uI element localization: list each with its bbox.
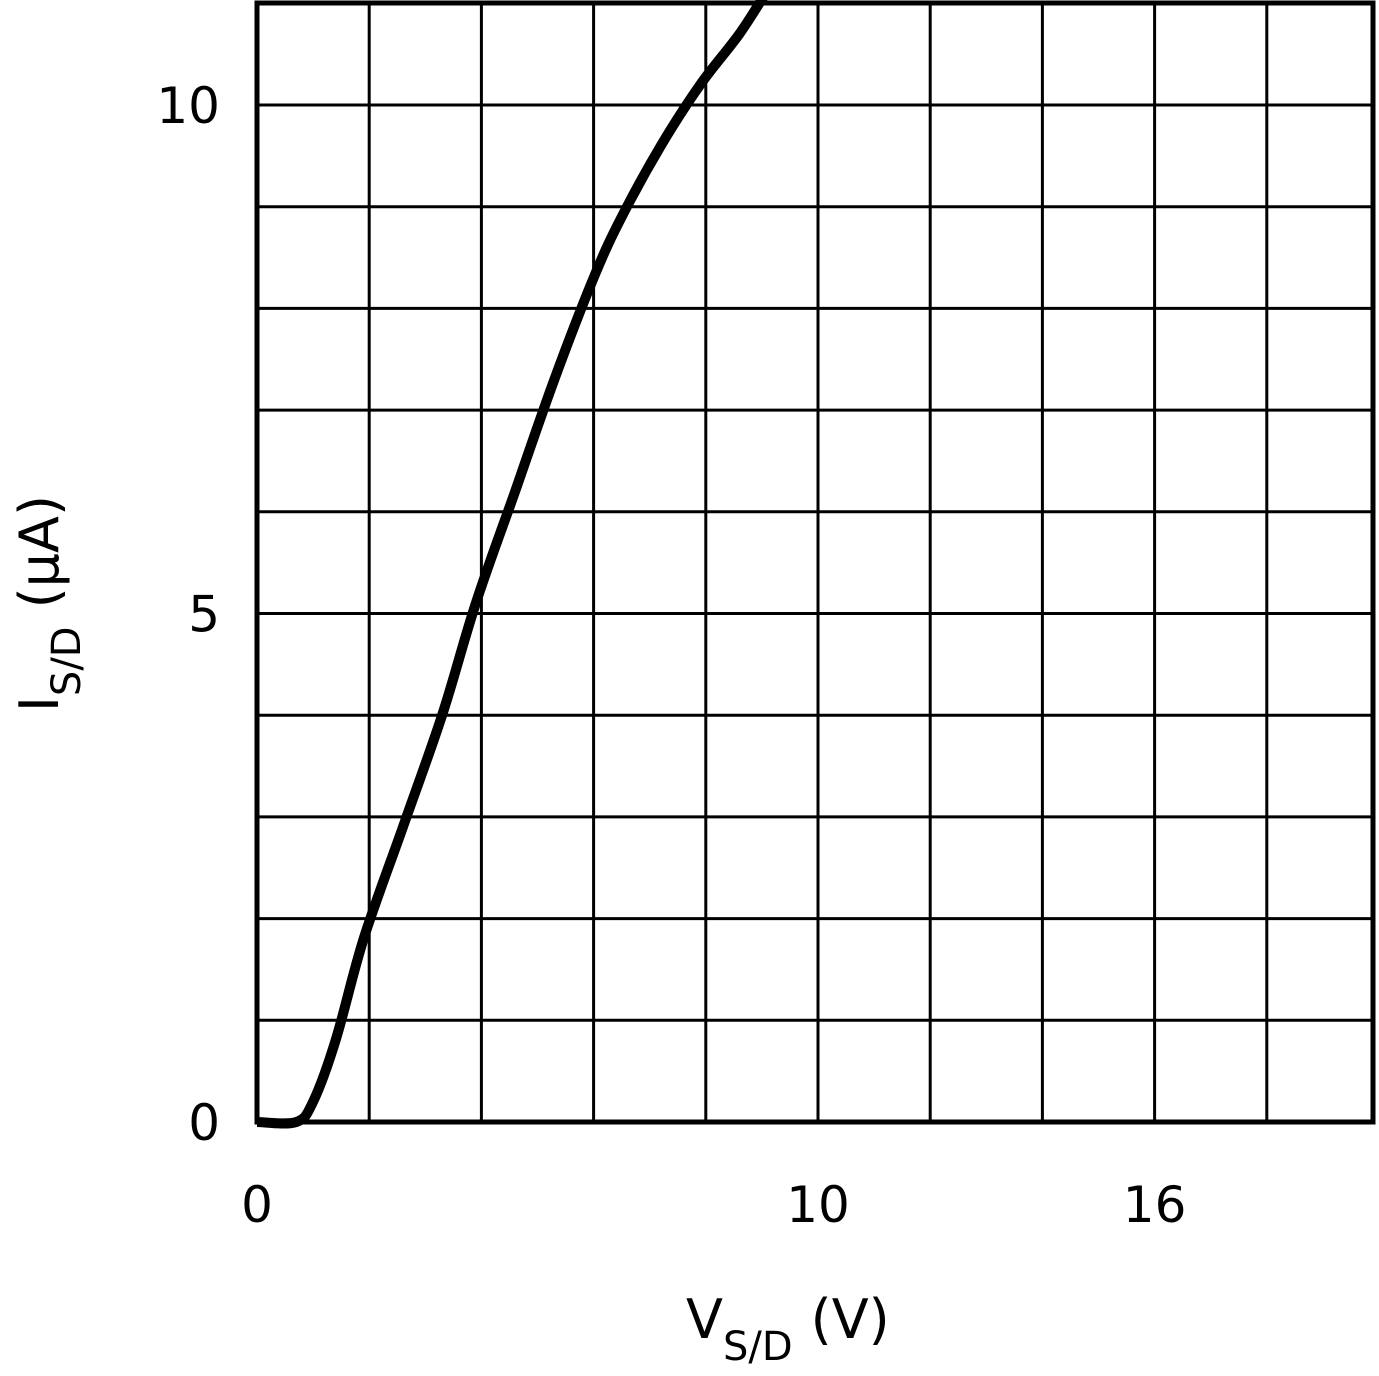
y-axis-title-sub: S/D <box>44 626 90 696</box>
y-tick-label: 5 <box>188 586 220 644</box>
x-tick-label: 0 <box>241 1176 273 1234</box>
series-layer <box>256 0 768 1129</box>
plot-frame <box>254 0 1376 1125</box>
y-tick-label: 10 <box>156 77 220 135</box>
x-tick-labels: 0 10 16 <box>241 1176 1186 1234</box>
x-axis-title-sub: S/D <box>723 1324 793 1370</box>
x-axis-title-main: V <box>686 1288 723 1351</box>
series-line <box>256 0 768 1129</box>
x-axis-title: VS/D (V) <box>686 1288 890 1370</box>
x-tick-label: 16 <box>1123 1176 1187 1234</box>
grid <box>257 1 1373 1122</box>
y-tick-label: 0 <box>188 1094 220 1152</box>
x-axis-title-unit: (V) <box>811 1288 890 1351</box>
y-tick-labels: 0 5 10 <box>156 77 220 1152</box>
x-tick-label: 10 <box>786 1176 850 1234</box>
y-axis-title-main: I <box>8 696 71 712</box>
y-axis-title-unit: (μA) <box>8 495 71 608</box>
y-axis-title: IS/D (μA) <box>8 495 90 712</box>
